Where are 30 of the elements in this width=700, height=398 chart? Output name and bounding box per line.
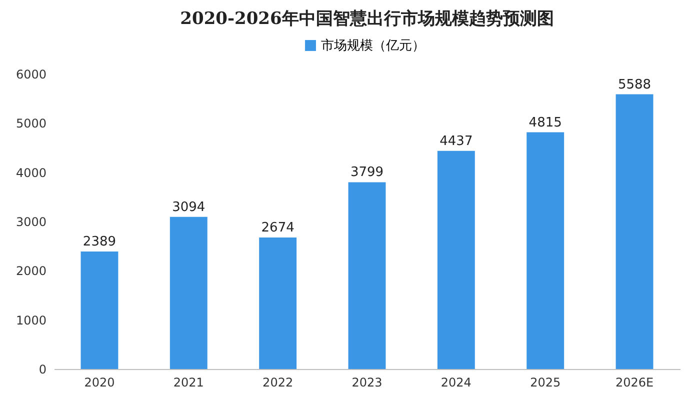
bar [170,216,208,369]
x-tick-label: 2022 [262,376,294,390]
y-tick-label: 0 [38,362,46,376]
y-tick-label: 4000 [16,166,46,180]
bar [80,252,118,369]
bar [259,238,297,369]
x-tick-label: 2026E [615,376,654,390]
data-label: 3094 [172,200,206,215]
y-tick-label: 3000 [16,215,46,229]
legend-label: 市场规模（亿元） [321,38,425,54]
data-label: 2674 [261,220,294,236]
x-tick-label: 2023 [352,376,382,390]
data-label: 4437 [440,134,473,149]
chart-title: 2020-2026年中国智慧出行市场规模趋势预测图 [180,9,554,29]
y-tick-label: 1000 [16,313,46,328]
data-label: 2389 [82,234,116,250]
x-tick-label: 2020 [84,376,115,390]
x-tick-label: 2021 [173,376,204,390]
x-tick-label: 2024 [440,376,472,390]
bar [616,94,654,369]
bar [526,132,564,369]
x-tick-label: 2025 [530,376,561,390]
bar [348,182,386,369]
data-label: 4815 [528,115,562,130]
y-tick-label: 2000 [16,264,46,278]
bar [437,150,475,369]
y-tick-label: 6000 [16,68,46,82]
data-label: 3799 [350,165,384,180]
y-tick-label: 5000 [16,116,46,131]
data-label: 5588 [618,77,652,92]
